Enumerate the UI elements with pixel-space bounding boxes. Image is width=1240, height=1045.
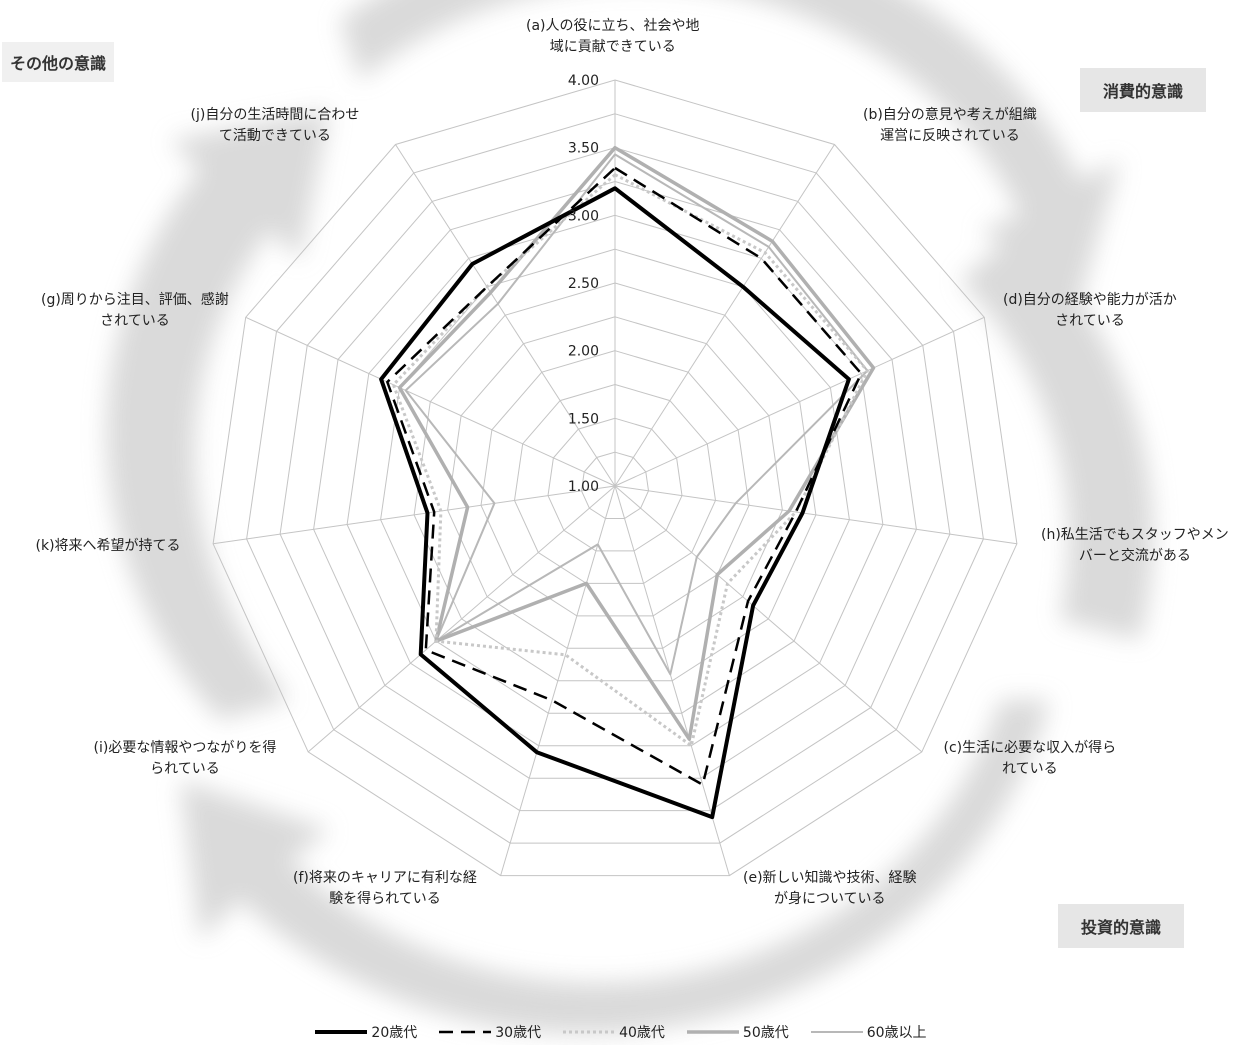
legend-item: 40歳代 [561,1022,665,1042]
grid-ring [279,147,951,812]
axis-label-g: (g)周りから注目、評価、感謝 されている [41,290,229,332]
series-line-30歳代 [386,166,863,786]
axis-spoke-c [614,485,923,753]
grid-ring [547,417,683,552]
axis-label-line: (j)自分の生活時間に合わせ [190,107,360,123]
axis-spoke-b [614,144,835,487]
series-line-20歳代 [379,186,851,820]
axis-label-line: (g)周りから注目、評価、感謝 [41,292,229,308]
legend-item: 30歳代 [437,1022,541,1042]
axis-label-line: (f)将来のキャリアに有利な経 [293,870,477,886]
grid-ring [580,451,650,519]
axis-spoke-h [614,485,1017,545]
radial-tick-label: 3.00 [568,208,599,224]
axis-label-line: られている [150,761,220,777]
radial-tick-label: 3.50 [568,141,599,157]
legend-label: 50歳代 [742,1025,789,1041]
axis-label-line: が身についている [773,891,886,907]
axis-label-j: (j)自分の生活時間に合わせ て活動できている [191,105,360,147]
axis-spoke-e [614,485,730,876]
axis-label-d: (d)自分の経験や能力が活か されている [1003,290,1177,332]
axis-spoke-g [245,316,616,487]
axis-label-line: 運営に反映されている [880,128,1020,144]
axis-label-c: (c)生活に必要な収入が得ら れている [944,738,1117,780]
legend-item: 20歳代 [313,1022,417,1042]
radial-tick-label: 1.00 [568,479,599,495]
top-arc-arrow [340,0,1120,300]
radar-series [379,145,876,820]
axis-label-line: (b)自分の意見や考えが組織 [863,107,1037,123]
axis-label-h: (h)私生活でもスタッフやメン バーと交流がある [1041,525,1229,567]
series-line-60歳以上 [404,153,869,676]
legend-label: 20歳代 [371,1025,418,1041]
axis-label-line: れている [1002,761,1058,777]
axis-label-line: バーと交流がある [1078,548,1191,564]
axis-label-line: (c)生活に必要な収入が得ら [943,740,1117,756]
legend-item: 50歳代 [685,1022,789,1042]
right-arc-arrow [960,230,1154,640]
legend-item: 60歳以上 [809,1022,927,1042]
series-line-40歳代 [391,173,869,748]
axis-label-f: (f)将来のキャリアに有利な経 験を得られている [293,868,477,910]
radial-tick-labels: 1.00 1.50 2.00 2.50 3.00 3.50 4.00 [568,73,599,495]
axis-label-line: て活動できている [218,128,331,144]
axis-label-line: されている [1055,313,1125,329]
grid-ring [212,79,1018,877]
radial-tick-label: 4.00 [568,73,599,89]
legend-swatch [686,1030,739,1034]
legend-swatch [563,1030,616,1034]
radial-tick-label: 1.50 [568,411,599,427]
axis-label-line: (e)新しい知識や技術、経験 [743,870,917,886]
legend-swatch [315,1030,368,1034]
grid-ring [447,316,783,649]
radial-tick-label: 2.00 [568,344,599,360]
axis-spoke-j [395,144,616,487]
legend-label: 60歳以上 [866,1025,927,1041]
badge-investment-awareness: 投資的意識 [1058,904,1184,948]
grid-ring [246,113,984,844]
axis-label-line: されている [100,313,170,329]
radial-tick-label: 2.50 [568,276,599,292]
axis-label-k: (k)将来へ希望が持てる [36,536,181,557]
radar-spokes [213,80,1017,876]
grid-ring [413,282,817,682]
axis-spoke-k [213,485,616,545]
axis-label-line: (a)人の役に立ち、社会や地 [526,18,700,34]
axis-label-e: (e)新しい知識や技術、経験 が身についている [743,868,917,910]
axis-label-line: 験を得られている [329,891,441,907]
legend-swatch [810,1031,863,1033]
axis-label-line: (h)私生活でもスタッフやメン [1041,527,1229,543]
legend-label: 40歳代 [619,1025,665,1041]
axis-label-line: (k)将来へ希望が持てる [35,538,181,554]
axis-spoke-f [500,485,616,876]
left-arc-arrow [106,110,330,720]
legend-swatch [439,1030,492,1034]
axis-label-a: (a)人の役に立ち、社会や地 域に貢献できている [526,16,700,58]
badge-other-awareness: その他の意識 [2,42,115,82]
grid-ring [480,350,750,617]
badge-consumption-awareness: 消費的意識 [1080,68,1206,112]
axis-label-i: (i)必要な情報やつながりを得 られている [94,738,277,780]
axis-label-line: (d)自分の経験や能力が活か [1003,292,1177,308]
legend: 20歳代 30歳代 40歳代 50歳代 60歳以上 [0,1022,1240,1042]
axis-label-line: (i)必要な情報やつながりを得 [93,740,277,756]
axis-label-line: 域に貢献できている [549,39,676,55]
bottom-arc-arrow [180,700,1050,1034]
axis-label-b: (b)自分の意見や考えが組織 運営に反映されている [863,105,1037,147]
grid-ring [313,180,917,779]
legend-label: 30歳代 [495,1025,542,1041]
series-line-50歳代 [397,145,876,741]
grid-ring [513,383,717,584]
axis-spoke-d [614,316,985,487]
axis-spoke-i [307,485,616,753]
